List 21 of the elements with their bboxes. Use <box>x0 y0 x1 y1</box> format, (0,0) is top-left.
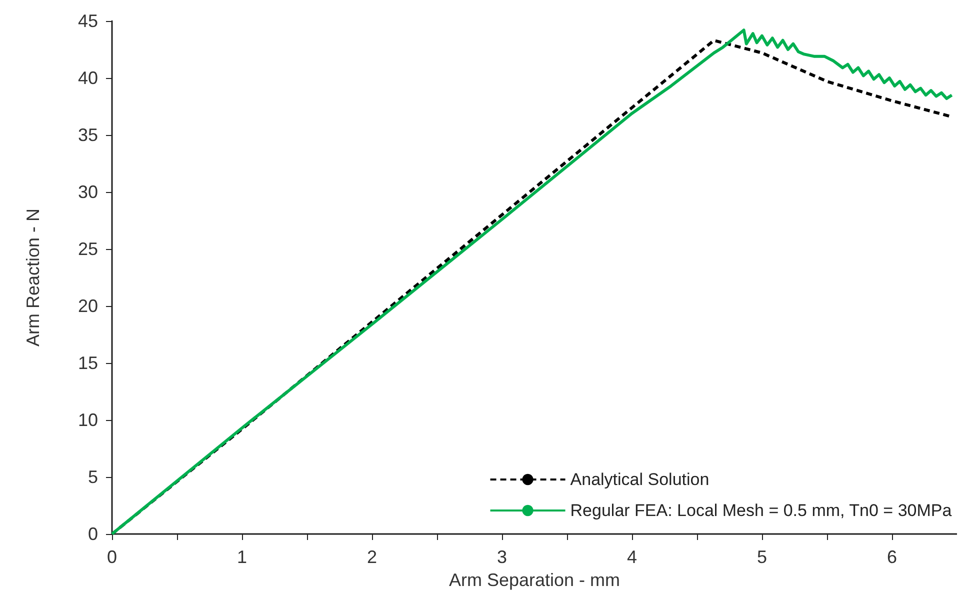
legend-label: Analytical Solution <box>570 470 710 489</box>
y-tick-label: 35 <box>78 125 98 145</box>
x-axis-title: Arm Separation - mm <box>448 570 620 590</box>
y-tick-label: 25 <box>78 239 98 259</box>
y-tick-label: 15 <box>78 353 98 373</box>
x-tick-label: 2 <box>366 547 378 567</box>
y-tick-label: 20 <box>78 296 98 316</box>
x-tick-label: 5 <box>756 547 768 567</box>
y-tick-label: 0 <box>88 524 98 544</box>
y-tick-label: 45 <box>78 11 98 31</box>
y-axis-title: Arm Reaction - N <box>23 208 43 347</box>
legend-label: Regular FEA: Local Mesh = 0.5 mm, Tn0 = 30MPa <box>570 501 952 520</box>
x-tick-label: 3 <box>496 547 508 567</box>
y-tick-label: 30 <box>78 182 98 202</box>
x-tick-label: 1 <box>236 547 248 567</box>
x-tick-label: 6 <box>886 547 898 567</box>
x-tick-label: 4 <box>626 547 638 567</box>
y-tick-label: 40 <box>78 68 98 88</box>
x-tick-label: 0 <box>106 547 118 567</box>
y-tick-label: 5 <box>88 467 98 487</box>
y-tick-label: 10 <box>78 410 98 430</box>
